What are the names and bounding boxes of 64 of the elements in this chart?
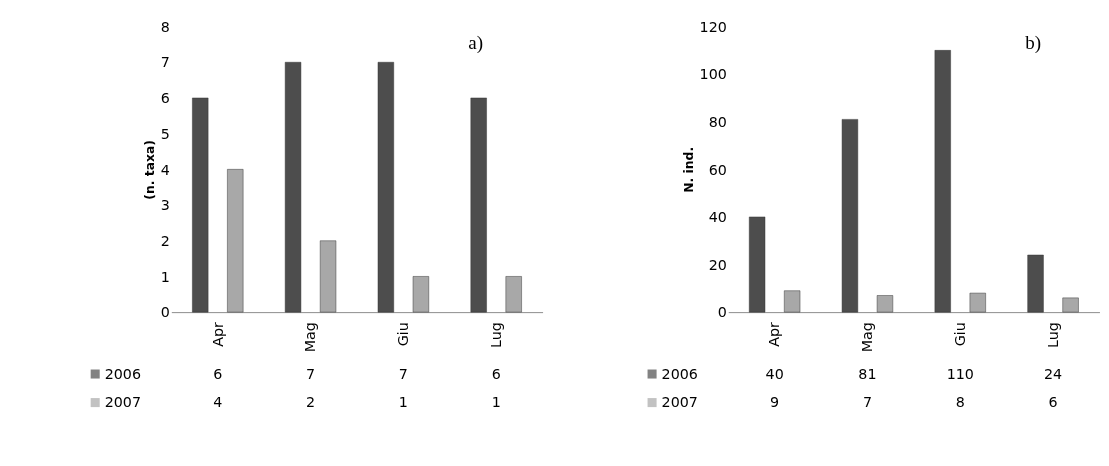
y-tick-label: 3: [160, 197, 170, 214]
data-label: 9: [770, 394, 780, 411]
y-tick-label: 20: [708, 256, 727, 273]
data-label: 7: [398, 365, 408, 382]
legend-label: 2007: [104, 394, 142, 411]
data-label: 7: [306, 365, 316, 382]
data-label: 2: [306, 394, 316, 411]
y-tick-label: 4: [160, 161, 170, 178]
data-label: 4: [213, 394, 223, 411]
data-label: 24: [1044, 365, 1063, 382]
y-tick-label: 40: [708, 209, 727, 226]
data-label: 1: [491, 394, 501, 411]
y-tick-label: 100: [699, 66, 727, 83]
data-label: 6: [491, 365, 501, 382]
data-label: 40: [765, 365, 784, 382]
y-axis-title: N. ind.: [681, 146, 696, 193]
y-tick-label: 2: [160, 232, 170, 249]
y-tick-label: 5: [160, 125, 170, 142]
y-tick-label: 0: [160, 304, 170, 321]
bar: [505, 276, 522, 313]
legend-label: 2006: [661, 365, 698, 382]
bar: [470, 97, 487, 313]
bar: [192, 97, 209, 313]
annotation: a): [468, 32, 484, 55]
y-tick-label: 120: [699, 18, 727, 35]
y-tick-label: 60: [708, 161, 727, 178]
y-tick-label: 1: [160, 268, 170, 285]
data-label: 110: [946, 365, 974, 382]
y-tick-label: 8: [160, 18, 170, 35]
bar: [876, 295, 894, 313]
x-tick-label: Lug: [1044, 322, 1061, 348]
data-label: 81: [858, 365, 877, 382]
bar: [1027, 254, 1044, 313]
bar: [934, 50, 951, 313]
bar: [284, 62, 302, 313]
x-tick-label: Giu: [395, 322, 412, 347]
y-tick-label: 7: [160, 54, 170, 71]
annotation: b): [1025, 32, 1042, 55]
y-tick-label: 0: [717, 304, 727, 321]
bar: [784, 290, 801, 313]
legend-label: 2007: [661, 394, 698, 411]
data-label: 1: [398, 394, 408, 411]
data-label: 8: [955, 394, 965, 411]
y-tick-label: 6: [160, 90, 170, 107]
x-tick-label: Mag: [859, 322, 876, 353]
data-label: 6: [1048, 394, 1058, 411]
bar: [1062, 297, 1079, 313]
bar: [227, 169, 244, 313]
x-tick-label: Lug: [487, 322, 504, 348]
bar: [841, 119, 859, 313]
bar: [969, 292, 986, 313]
bar: [319, 240, 337, 313]
x-tick-label: Mag: [302, 322, 319, 353]
data-label: 7: [862, 394, 872, 411]
x-tick-label: Apr: [209, 322, 226, 347]
bar: [377, 62, 394, 313]
x-tick-label: Giu: [952, 322, 969, 347]
bar: [749, 216, 766, 313]
bar: [412, 276, 430, 313]
legend-label: 2006: [104, 365, 142, 382]
y-tick-label: 80: [708, 113, 727, 130]
y-axis-title: (n. taxa): [143, 140, 158, 200]
data-label: 6: [213, 365, 223, 382]
x-tick-label: Apr: [766, 322, 783, 347]
